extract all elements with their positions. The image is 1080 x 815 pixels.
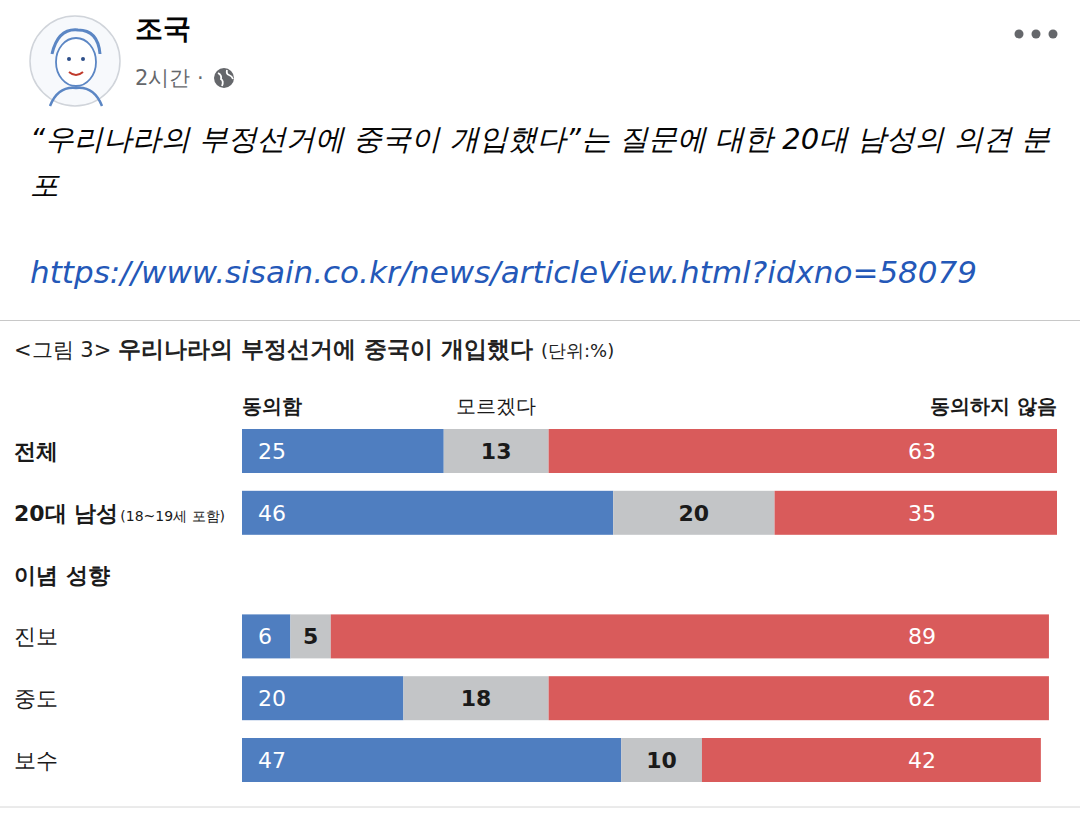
avatar[interactable] [28, 14, 122, 112]
avatar-frame [30, 16, 120, 106]
data-label: 25 [258, 439, 286, 464]
bar-segment [549, 429, 1057, 473]
bar-segment [242, 491, 613, 535]
bar-segment [702, 738, 1041, 782]
legend-label: 모르겠다 [456, 394, 536, 418]
category-label: 진보 [14, 624, 58, 649]
bar-segment [621, 738, 702, 782]
data-label: 5 [303, 624, 318, 649]
globe-lines [218, 70, 233, 86]
data-label: 62 [908, 686, 936, 711]
post-time[interactable]: 2시간 · [135, 64, 204, 92]
avatar-face [56, 38, 96, 86]
avatar-eye [67, 57, 71, 61]
bar-segment [444, 429, 549, 473]
bar-segment [403, 676, 548, 720]
bars [242, 429, 1057, 782]
chart-panel: <그림 3> 우리나라의 부정선거에 중국이 개입했다 (단위:%) 전체 20대 … [0, 320, 1080, 815]
post-meta: 2시간 · [135, 64, 236, 92]
chart: <그림 3> 우리나라의 부정선거에 중국이 개입했다 (단위:%) 전체 20대 … [0, 321, 1080, 815]
data-label: 35 [908, 501, 936, 526]
category-label: 20대 남성(18~19세 포함) [14, 501, 225, 526]
category-label: 중도 [14, 686, 58, 711]
group-label: 이념 성향 [14, 563, 110, 588]
avatar-mouth [69, 72, 83, 75]
bar-segment [242, 676, 403, 720]
data-label: 10 [646, 748, 677, 773]
dot [1049, 30, 1058, 39]
data-label: 89 [908, 624, 936, 649]
bar-segment [242, 614, 290, 658]
more-button[interactable] [1012, 26, 1062, 46]
data-label: 42 [908, 748, 936, 773]
bar-segment [549, 676, 1049, 720]
figure-number: <그림 3> [14, 338, 118, 362]
data-label: 63 [908, 439, 936, 464]
chart-title: <그림 3> 우리나라의 부정선거에 중국이 개입했다 (단위:%) [14, 336, 614, 362]
data-label: 13 [481, 439, 512, 464]
bar-segment [290, 614, 330, 658]
data-label: 6 [258, 624, 272, 649]
bottom-rule [0, 807, 1080, 808]
data-label: 20 [679, 501, 710, 526]
avatar-body [50, 88, 102, 106]
title-text: 우리나라의 부정선거에 중국이 개입했다 [118, 336, 541, 362]
data-labels: 25 13 63 46 20 35 6 5 89 20 18 62 47 10 42 [258, 439, 936, 773]
category-label: 보수 [14, 748, 58, 773]
bar-segment [775, 491, 1057, 535]
globe [214, 68, 234, 88]
audience-icon [212, 66, 236, 90]
bar-segment [242, 429, 444, 473]
dot [1015, 30, 1024, 39]
data-label: 20 [258, 686, 286, 711]
unit-note: (단위:%) [541, 340, 614, 361]
avatar-eye [81, 57, 85, 61]
data-label: 47 [258, 748, 286, 773]
dot [1032, 30, 1041, 39]
post-text: “우리나라의 부정선거에 중국이 개입했다”는 질문에 대한 20대 남성의 의… [30, 116, 1050, 208]
bar-segment [331, 614, 1049, 658]
post-link[interactable]: https://www.sisain.co.kr/news/articleVie… [30, 254, 977, 290]
data-label: 46 [258, 501, 286, 526]
author-name[interactable]: 조국 [135, 10, 191, 48]
bar-segment [613, 491, 774, 535]
bar-segment [242, 738, 621, 782]
data-label: 18 [461, 686, 492, 711]
legend-label: 동의하지 않음 [930, 394, 1057, 418]
legend-label: 동의함 [242, 394, 302, 418]
avatar-image [28, 14, 122, 108]
more-icon [1012, 26, 1062, 42]
category-label: 전체 [14, 439, 58, 464]
